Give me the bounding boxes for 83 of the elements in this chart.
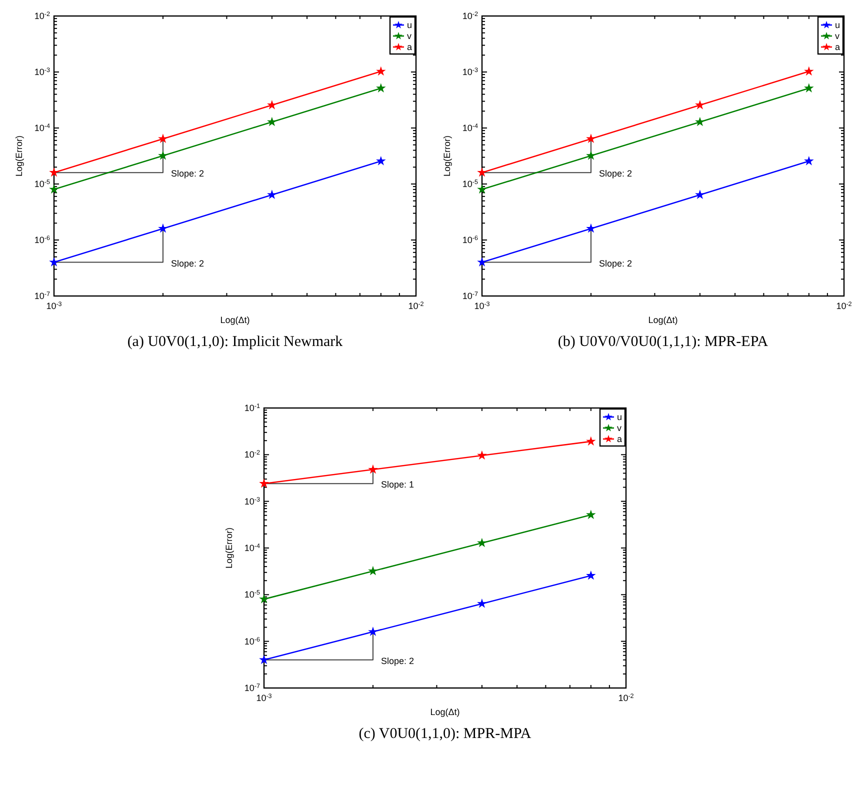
point <box>477 538 487 548</box>
legend-label: u <box>835 20 840 30</box>
annotation: Slope: 2 <box>170 258 204 268</box>
point <box>49 257 59 266</box>
point <box>259 594 269 604</box>
point <box>695 100 705 110</box>
point <box>804 156 814 166</box>
point <box>586 134 596 144</box>
point <box>267 116 277 126</box>
annotation: Slope: 2 <box>380 656 414 666</box>
point <box>267 190 277 200</box>
text: (b) U0V0/V0U0(1,1,1): MPR-EPA <box>558 334 768 350</box>
point <box>368 566 378 576</box>
y-axis-title: Log(Error) <box>442 135 452 177</box>
point <box>586 223 596 233</box>
point <box>477 257 487 266</box>
legend-label: v <box>835 31 840 41</box>
point <box>695 116 705 126</box>
y-tick-label: 10$^{-1}$ <box>244 402 260 413</box>
point <box>368 464 378 474</box>
x-axis-title: Log(Δt) <box>220 315 250 325</box>
legend-label: a <box>407 42 412 52</box>
y-tick-label: 10$^{-2}$ <box>244 449 260 460</box>
x-tick-label: 10$^{-2}$ <box>408 300 424 311</box>
legend-label: a <box>835 42 840 52</box>
x-tick-label: 10$^{-3}$ <box>46 300 62 311</box>
point <box>259 654 269 664</box>
point <box>477 598 487 608</box>
x-tick-label: 10$^{-2}$ <box>836 300 852 311</box>
legend-label: v <box>617 423 622 433</box>
legend-label: u <box>407 20 412 30</box>
point <box>804 83 814 92</box>
annotation: Slope: 1 <box>380 480 414 490</box>
y-tick-label: 10$^{-2}$ <box>462 10 478 21</box>
annotation: Slope: 2 <box>598 258 632 268</box>
point <box>586 436 596 446</box>
point <box>49 167 59 177</box>
annotation: Slope: 2 <box>170 168 204 179</box>
point <box>259 478 269 488</box>
point <box>477 184 487 194</box>
y-tick-label: 10$^{-3}$ <box>34 66 50 77</box>
point <box>158 134 168 144</box>
point <box>477 450 487 460</box>
y-tick-label: 10$^{-3}$ <box>462 66 478 77</box>
point <box>158 150 168 160</box>
point <box>376 66 386 76</box>
y-tick-label: 10$^{-7}$ <box>244 682 260 693</box>
y-tick-label: 10$^{-2}$ <box>34 10 50 21</box>
y-tick-label: 10$^{-5}$ <box>462 178 478 189</box>
legend-label: a <box>617 434 622 444</box>
point <box>586 150 596 160</box>
point <box>49 184 59 194</box>
y-tick-label: 10$^{-6}$ <box>244 636 260 646</box>
point <box>267 100 277 110</box>
y-tick-label: 10$^{-4}$ <box>462 122 478 133</box>
point <box>376 83 386 92</box>
y-tick-label: 10$^{-6}$ <box>462 234 478 245</box>
x-axis-title: Log(Δt) <box>430 707 460 717</box>
point <box>804 66 814 76</box>
legend-label: u <box>617 412 622 422</box>
point <box>695 190 705 200</box>
y-tick-label: 10$^{-4}$ <box>244 542 260 553</box>
y-tick-label: 10$^{-5}$ <box>244 589 260 600</box>
point <box>477 167 487 177</box>
point <box>158 223 168 233</box>
y-tick-label: 10$^{-5}$ <box>34 178 50 189</box>
y-tick-label: 10$^{-4}$ <box>34 122 50 133</box>
x-axis-title: Log(Δt) <box>648 315 678 325</box>
annotation: Slope: 2 <box>598 168 632 179</box>
y-tick-label: 10$^{-6}$ <box>34 234 50 245</box>
point <box>376 156 386 166</box>
x-tick-label: 10$^{-3}$ <box>474 300 490 311</box>
y-axis-title: Log(Error) <box>224 527 234 569</box>
point <box>586 570 596 580</box>
y-tick-label: 10$^{-3}$ <box>244 496 260 506</box>
point <box>368 626 378 636</box>
text: (c) V0U0(1,1,0): MPR-MPA <box>358 726 532 742</box>
text: (a) U0V0(1,1,0): Implicit Newmark <box>127 334 344 350</box>
legend-label: v <box>407 31 412 41</box>
y-tick-label: 10$^{-7}$ <box>34 290 50 301</box>
point <box>586 510 596 520</box>
y-tick-label: 10$^{-7}$ <box>462 290 478 301</box>
y-axis-title: Log(Error) <box>14 135 24 177</box>
